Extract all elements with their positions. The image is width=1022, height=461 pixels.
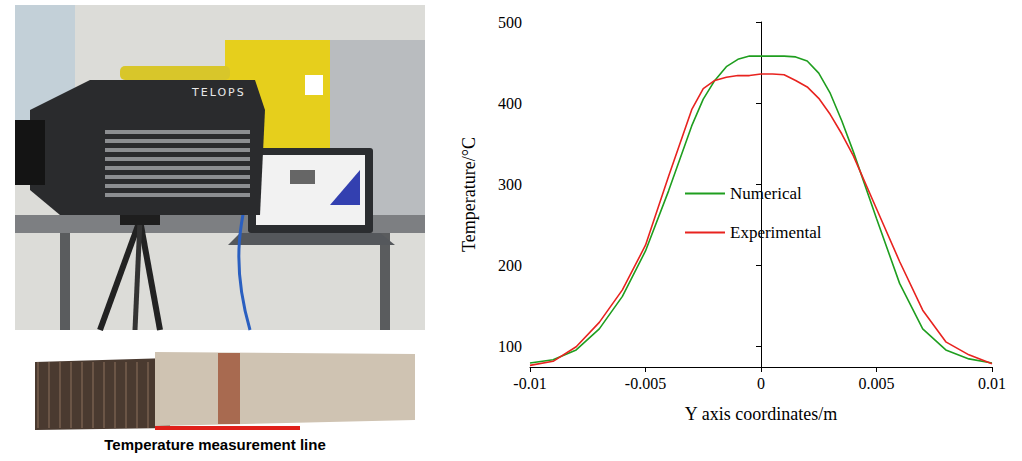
svg-text:-0.005: -0.005	[625, 375, 666, 392]
svg-text:-0.01: -0.01	[513, 375, 546, 392]
svg-text:0.005: 0.005	[859, 375, 895, 392]
svg-text:400: 400	[498, 95, 522, 112]
svg-text:300: 300	[498, 176, 522, 193]
svg-text:500: 500	[498, 14, 522, 31]
svg-text:100: 100	[498, 338, 522, 355]
svg-text:0: 0	[757, 375, 765, 392]
svg-text:Numerical: Numerical	[730, 184, 802, 203]
svg-text:Experimental: Experimental	[730, 223, 822, 242]
svg-text:0.01: 0.01	[978, 375, 1006, 392]
svg-text:Temperature/°C: Temperature/°C	[459, 137, 479, 252]
svg-text:Y axis coordinates/m: Y axis coordinates/m	[685, 404, 837, 424]
svg-text:TELOPS: TELOPS	[191, 86, 246, 99]
svg-text:Temperature measurement line: Temperature measurement line	[104, 436, 325, 453]
svg-text:200: 200	[498, 257, 522, 274]
